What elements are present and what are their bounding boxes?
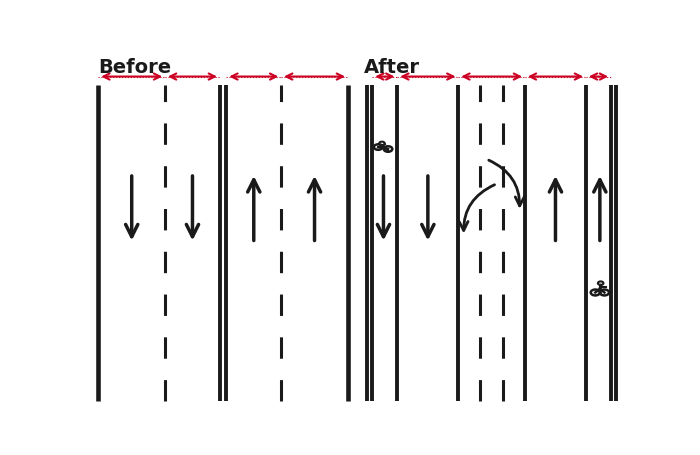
Text: Before: Before: [98, 58, 172, 77]
Text: After: After: [364, 58, 420, 77]
